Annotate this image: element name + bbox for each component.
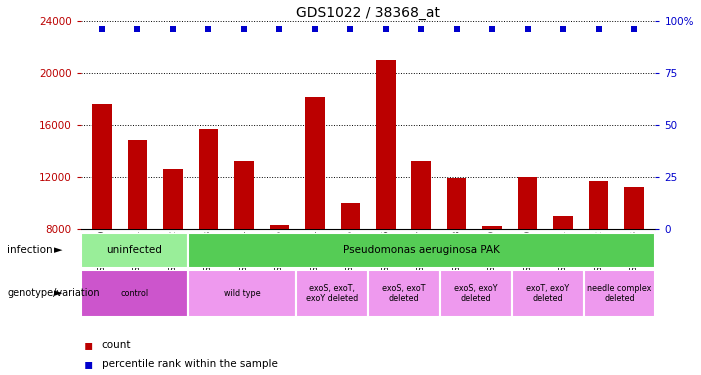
Text: count: count	[102, 340, 131, 350]
Bar	[625, 187, 644, 229]
Bar	[198, 129, 218, 229]
Bar	[447, 178, 466, 229]
Text: uninfected: uninfected	[107, 245, 163, 255]
Bar	[589, 181, 608, 229]
Text: needle complex
deleted: needle complex deleted	[587, 284, 652, 303]
Bar	[440, 270, 512, 317]
Bar	[518, 177, 538, 229]
Text: exoS, exoT,
exoY deleted: exoS, exoT, exoY deleted	[306, 284, 358, 303]
Bar	[368, 270, 440, 317]
Bar	[92, 104, 111, 229]
Text: ▪: ▪	[84, 338, 93, 352]
Text: exoS, exoT
deleted: exoS, exoT deleted	[382, 284, 426, 303]
Bar	[270, 225, 289, 229]
Bar	[81, 270, 189, 317]
Title: GDS1022 / 38368_at: GDS1022 / 38368_at	[296, 6, 440, 20]
Bar	[553, 216, 573, 229]
Bar	[189, 232, 655, 268]
Text: exoS, exoY
deleted: exoS, exoY deleted	[454, 284, 498, 303]
Text: infection: infection	[7, 245, 53, 255]
Bar	[305, 98, 325, 229]
Bar	[163, 169, 183, 229]
Bar	[512, 270, 583, 317]
Text: wild type: wild type	[224, 289, 261, 298]
Bar	[341, 203, 360, 229]
Bar	[189, 270, 297, 317]
Bar	[234, 161, 254, 229]
Text: Pseudomonas aeruginosa PAK: Pseudomonas aeruginosa PAK	[343, 245, 501, 255]
Bar	[297, 270, 368, 317]
Text: genotype/variation: genotype/variation	[7, 288, 100, 298]
Bar	[376, 60, 395, 229]
Bar	[81, 232, 189, 268]
Bar	[583, 270, 655, 317]
Bar	[128, 140, 147, 229]
Bar	[482, 226, 502, 229]
Text: control: control	[121, 289, 149, 298]
Text: exoT, exoY
deleted: exoT, exoY deleted	[526, 284, 569, 303]
Text: percentile rank within the sample: percentile rank within the sample	[102, 359, 278, 369]
Text: ►: ►	[54, 288, 62, 298]
Bar	[411, 161, 431, 229]
Text: ►: ►	[54, 245, 62, 255]
Text: ▪: ▪	[84, 357, 93, 371]
